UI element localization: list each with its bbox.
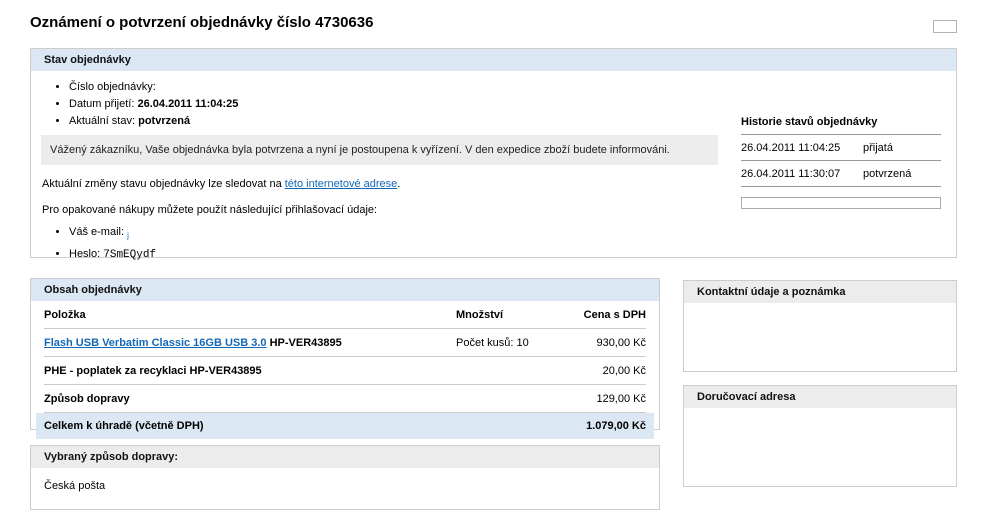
status-list-item: Aktuální stav: potvrzená bbox=[69, 115, 956, 127]
shipping-method-value: Česká pošta bbox=[44, 480, 106, 492]
item-price: 20,00 Kč bbox=[602, 365, 646, 377]
status-list-item: Číslo objednávky: bbox=[69, 81, 956, 93]
email-label: Váš e-mail: bbox=[69, 226, 128, 238]
order-status-list: Číslo objednávky: Datum přijetí: 26.04.2… bbox=[55, 81, 956, 127]
order-contents-panel-header: Obsah objednávky bbox=[31, 279, 659, 301]
status-history-table: Historie stavů objednávky 26.04.2011 11:… bbox=[741, 116, 941, 209]
order-status-content: Číslo objednávky: Datum přijetí: 26.04.2… bbox=[31, 81, 956, 269]
tracking-link[interactable]: této internetové adrese bbox=[284, 178, 398, 190]
item-name: Flash USB Verbatim Classic 16GB USB 3.0 … bbox=[44, 337, 456, 349]
order-table-header-row: Položka Množství Cena s DPH bbox=[44, 301, 646, 329]
total-label: Celkem k úhradě (včetně DPH) bbox=[44, 420, 204, 432]
status-list-item: Datum přijetí: 26.04.2011 11:04:25 bbox=[69, 98, 956, 110]
order-item-row: Způsob dopravy 129,00 Kč bbox=[44, 385, 646, 413]
order-contents-panel: Obsah objednávky Položka Množství Cena s… bbox=[30, 278, 660, 439]
item-code: HP-VER43895 bbox=[266, 337, 342, 349]
product-link[interactable]: Flash USB Verbatim Classic 16GB USB 3.0 bbox=[44, 337, 267, 349]
item-name: Způsob dopravy bbox=[44, 393, 130, 405]
history-status: přijatá bbox=[863, 142, 893, 154]
history-row: 26.04.2011 11:30:07 potvrzená bbox=[741, 161, 941, 187]
history-empty-box bbox=[741, 197, 941, 209]
order-item-row: Flash USB Verbatim Classic 16GB USB 3.0 … bbox=[44, 329, 646, 357]
contact-info-panel-header: Kontaktní údaje a poznámka bbox=[684, 281, 956, 303]
tracking-paragraph: Aktuální změny stavu objednávky lze sled… bbox=[42, 178, 956, 191]
shipping-method-panel: Vybraný způsob dopravy: Česká pošta bbox=[30, 445, 660, 510]
password-list-item: Heslo: 7SmEQydf bbox=[69, 248, 956, 261]
page-title: Oznámení o potvrzení objednávky číslo 47… bbox=[30, 14, 374, 31]
order-items-table: Položka Množství Cena s DPH Flash USB Ve… bbox=[31, 301, 659, 439]
login-credentials-list: Váš e-mail: j Heslo: 7SmEQydf bbox=[55, 226, 956, 261]
order-total-row: Celkem k úhradě (včetně DPH) 1.079,00 Kč bbox=[36, 413, 654, 439]
delivery-address-panel-header: Doručovací adresa bbox=[684, 386, 956, 408]
column-quantity: Množství bbox=[456, 309, 504, 321]
status-history-title: Historie stavů objednávky bbox=[741, 116, 941, 135]
order-status-panel-header: Stav objednávky bbox=[31, 49, 956, 71]
email-list-item: Váš e-mail: j bbox=[69, 226, 956, 242]
item-name: PHE - poplatek za recyklaci HP-VER43895 bbox=[44, 365, 262, 377]
history-row: 26.04.2011 11:04:25 přijatá bbox=[741, 135, 941, 161]
total-price: 1.079,00 Kč bbox=[586, 420, 646, 432]
item-price: 930,00 Kč bbox=[596, 337, 646, 349]
order-number-label: Číslo objednávky: bbox=[69, 81, 156, 93]
order-status-panel: Stav objednávky Číslo objednávky: Datum … bbox=[30, 48, 957, 261]
password-value: 7SmEQydf bbox=[103, 249, 157, 262]
login-intro: Pro opakované nákupy můžete použít násle… bbox=[42, 204, 378, 216]
current-status-value: potvrzená bbox=[138, 115, 191, 127]
broken-image-placeholder bbox=[933, 20, 957, 33]
received-date-label: Datum přijetí: bbox=[69, 98, 135, 110]
tracking-text-after: . bbox=[397, 178, 401, 190]
item-quantity: Počet kusů: 10 bbox=[456, 337, 529, 349]
received-date-value: 26.04.2011 11:04:25 bbox=[137, 98, 239, 110]
current-status-label: Aktuální stav: bbox=[69, 115, 136, 127]
tracking-text-before: Aktuální změny stavu objednávky lze sled… bbox=[42, 178, 285, 190]
history-datetime: 26.04.2011 11:30:07 bbox=[741, 168, 841, 180]
password-label: Heslo: bbox=[69, 248, 104, 261]
delivery-address-panel: Doručovací adresa bbox=[683, 385, 957, 487]
item-price: 129,00 Kč bbox=[596, 393, 646, 405]
order-item-row: PHE - poplatek za recyklaci HP-VER43895 … bbox=[44, 357, 646, 385]
contact-info-panel: Kontaktní údaje a poznámka bbox=[683, 280, 957, 372]
email-value-link[interactable]: j bbox=[127, 231, 129, 241]
confirmation-message-box: Vážený zákazníku, Vaše objednávka byla p… bbox=[41, 135, 718, 165]
history-status: potvrzená bbox=[863, 168, 912, 180]
column-price: Cena s DPH bbox=[583, 309, 646, 321]
shipping-method-panel-header: Vybraný způsob dopravy: bbox=[31, 446, 659, 468]
column-item: Položka bbox=[44, 309, 86, 321]
history-datetime: 26.04.2011 11:04:25 bbox=[741, 142, 841, 154]
